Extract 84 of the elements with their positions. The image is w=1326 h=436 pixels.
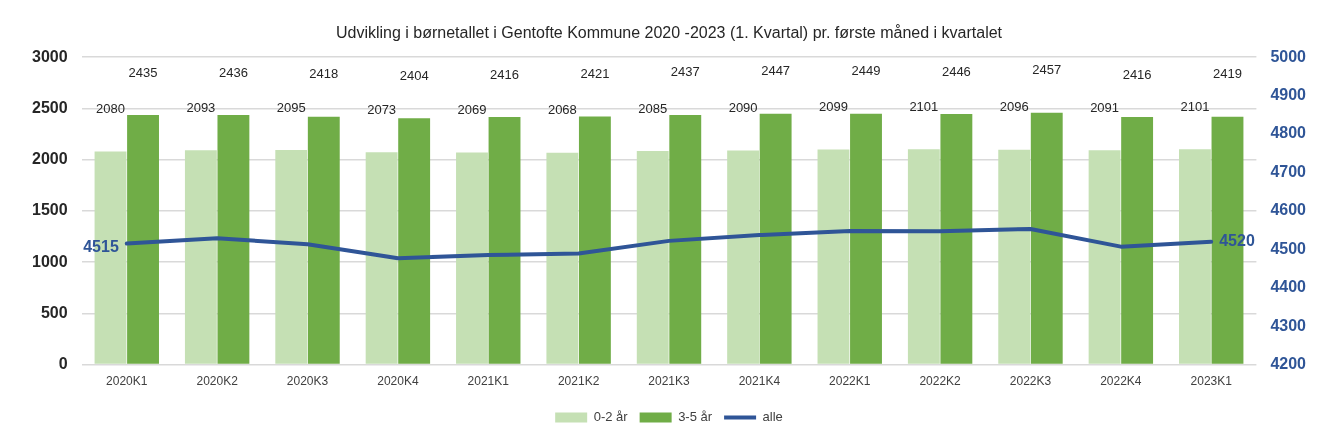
data-label: 2418 (309, 66, 339, 82)
bar (1179, 149, 1211, 364)
data-label: 2447 (761, 63, 791, 79)
y-tick-label: 2000 (32, 150, 68, 168)
data-label: 2093 (186, 99, 216, 115)
data-label: 2091 (1090, 99, 1120, 115)
bar (217, 114, 250, 364)
data-label: 2449 (851, 63, 881, 79)
data-label: 2421 (580, 66, 610, 82)
chart-title: Udvikling i børnetallet i Gentofte Kommune 2020 -2023 (1. Kvartal) pr. første måned i kvartalet (335, 24, 1003, 42)
bar (184, 150, 217, 364)
data-label: 2416 (1122, 66, 1152, 82)
y-tick-label: 2500 (32, 98, 68, 116)
data-label: 2404 (399, 67, 429, 83)
y2-tick-label: 4200 (1270, 355, 1307, 373)
bar (1121, 117, 1154, 364)
y2-tick-label: 4900 (1270, 86, 1307, 104)
bar (275, 149, 308, 364)
bar (488, 117, 521, 364)
x-tick-label: 2022K4 (1100, 374, 1142, 389)
data-label: 2101 (909, 98, 939, 114)
bar (907, 149, 940, 364)
legend-label: alle (762, 409, 783, 425)
y-tick-label: 500 (40, 303, 68, 321)
y2-tick-label: 5000 (1270, 47, 1307, 65)
x-tick-label: 2020K1 (106, 374, 148, 389)
x-tick-label: 2021K1 (467, 374, 510, 389)
x-tick-label: 2021K2 (557, 374, 600, 389)
x-tick-label: 2020K2 (196, 374, 239, 389)
data-label: 2073 (367, 101, 397, 117)
x-tick-label: 2020K4 (377, 374, 419, 389)
y-tick-label: 3000 (32, 47, 68, 65)
y2-tick-label: 4300 (1270, 316, 1307, 334)
y2-tick-label: 4500 (1270, 239, 1307, 257)
bar (127, 115, 159, 364)
bar (1030, 112, 1063, 364)
y2-tick-label: 4700 (1270, 162, 1307, 180)
y-tick-label: 1500 (32, 201, 68, 219)
bar (1088, 150, 1121, 364)
bar (817, 149, 850, 364)
bar (727, 150, 760, 364)
data-label: 2419 (1213, 66, 1242, 82)
bar (307, 116, 340, 364)
x-tick-label: 2020K3 (286, 374, 329, 389)
x-tick-label: 2021K4 (738, 374, 781, 389)
bar (998, 149, 1031, 364)
bar (669, 114, 702, 364)
data-label: 2437 (670, 64, 700, 80)
y2-tick-label: 4600 (1270, 201, 1307, 219)
data-label: 2446 (941, 63, 971, 79)
x-tick-label: 2023K1 (1190, 374, 1233, 389)
data-label: 2069 (457, 102, 487, 118)
data-label: 2096 (999, 99, 1029, 115)
bar (546, 152, 579, 364)
x-tick-label: 2022K2 (919, 374, 962, 389)
data-label: 2068 (547, 102, 577, 118)
data-label: 2080 (96, 101, 125, 117)
bar (636, 150, 669, 364)
data-label: 2416 (490, 66, 519, 82)
y2-tick-label: 4800 (1270, 124, 1307, 142)
data-label: 2435 (128, 64, 158, 80)
y2-tick-label: 4400 (1270, 278, 1307, 296)
data-label: 4515 (83, 237, 119, 255)
data-label: 2095 (276, 99, 306, 115)
bar (759, 113, 792, 364)
legend-label: 3-5 år (678, 409, 713, 425)
bar (578, 116, 611, 364)
x-tick-label: 2021K3 (648, 374, 691, 389)
x-tick-label: 2022K3 (1009, 374, 1052, 389)
data-label: 2099 (819, 99, 848, 115)
y-tick-label: 1000 (32, 252, 68, 270)
bar (850, 113, 882, 364)
data-label: 2090 (728, 100, 758, 116)
y-tick-label: 0 (58, 355, 68, 373)
bar (940, 113, 973, 364)
data-label: 2436 (218, 64, 248, 80)
bar (398, 118, 431, 364)
data-label: 2101 (1180, 98, 1210, 114)
data-label: 2085 (638, 100, 668, 116)
data-label: 2457 (1032, 62, 1062, 78)
bar (365, 152, 398, 364)
x-tick-label: 2022K1 (829, 374, 871, 389)
legend-label: 0-2 år (593, 409, 629, 425)
bar (456, 152, 488, 364)
